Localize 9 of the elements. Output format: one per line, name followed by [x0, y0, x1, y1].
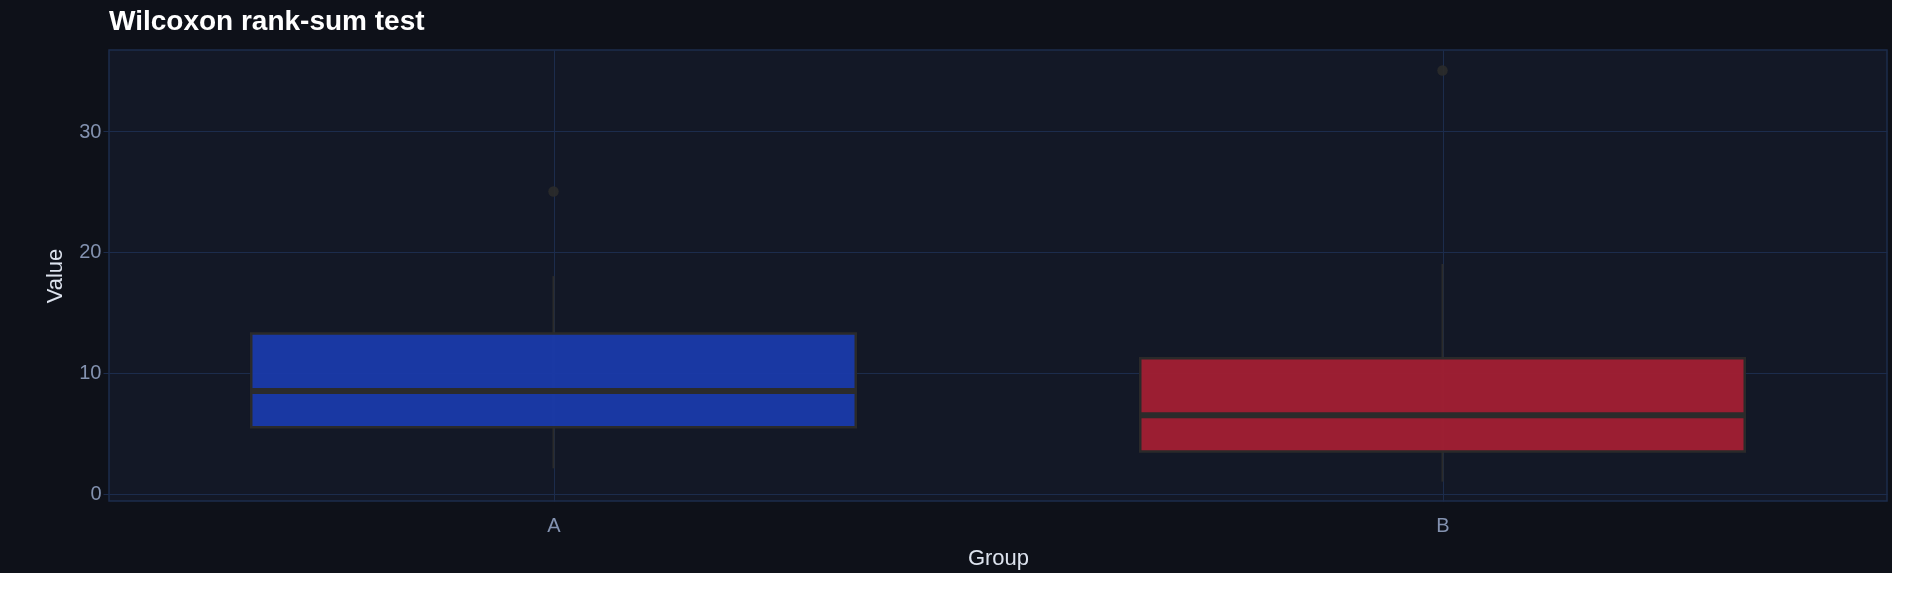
x-tick-label: A [547, 513, 562, 536]
x-tick-label: B [1436, 513, 1450, 536]
x-axis-title: Group [967, 544, 1030, 570]
y-axis-title: Value [42, 248, 68, 304]
y-tick-label: 0 [90, 482, 102, 505]
chart-title: Wilcoxon rank-sum test [109, 5, 425, 36]
y-tick-label: 30 [79, 119, 102, 142]
y-tick-label: 20 [79, 240, 102, 263]
y-tick-label: 10 [79, 361, 102, 384]
